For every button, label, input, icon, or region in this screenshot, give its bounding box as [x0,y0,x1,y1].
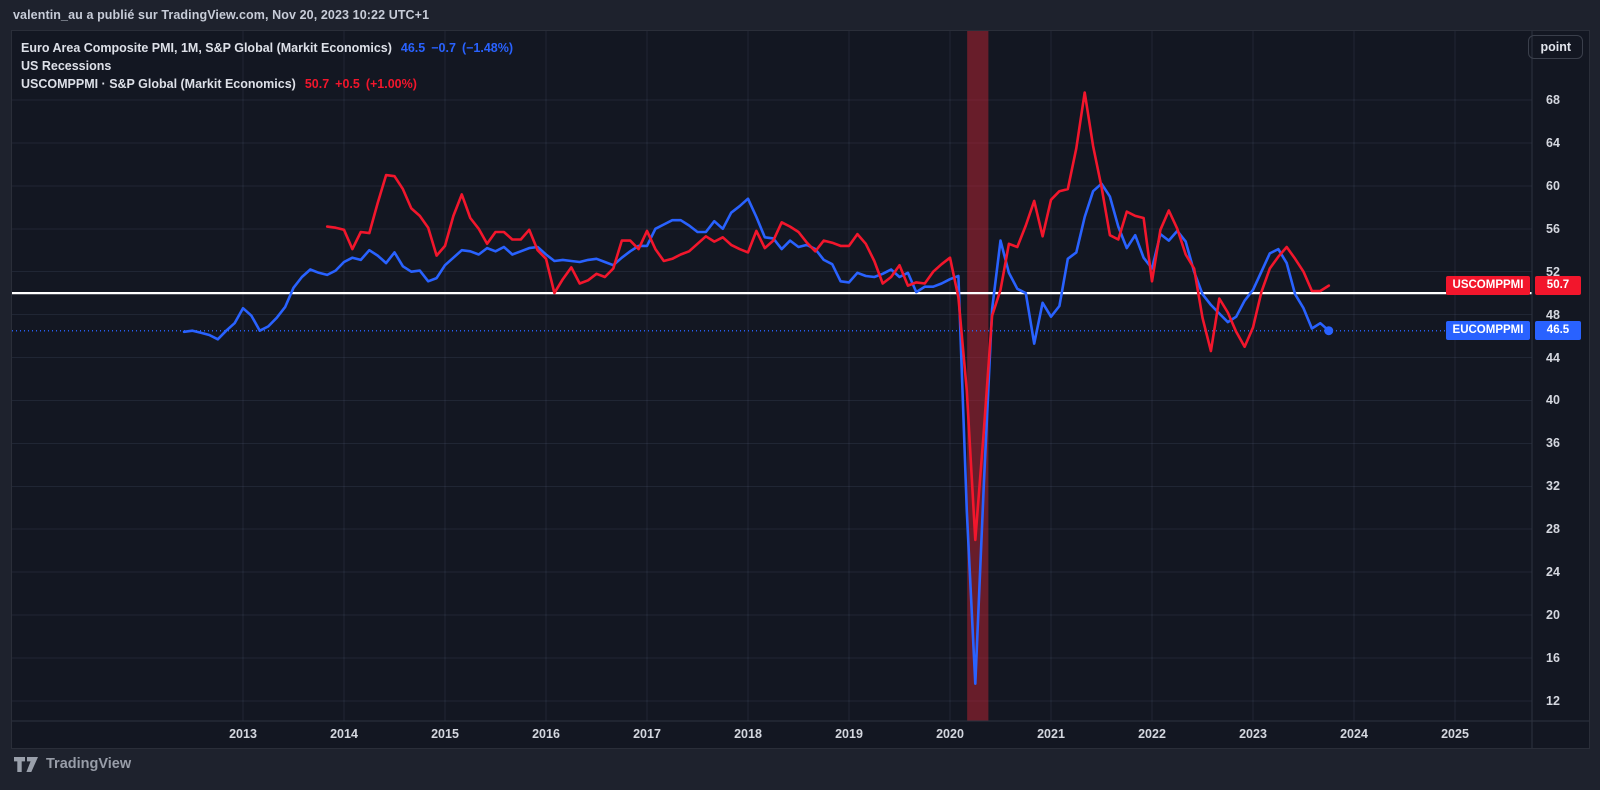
legend-eu-value: 46.5 [400,41,426,55]
share-header-text: valentin_au a publié sur TradingView.com… [13,8,430,22]
x-axis-tick: 2023 [1239,727,1267,741]
legend-eu-title: Euro Area Composite PMI, 1M, S&P Global … [21,41,392,55]
legend-us-change: +0.5 [335,77,360,91]
plot-area[interactable] [12,31,1589,748]
tradingview-logo-icon[interactable] [13,756,39,773]
eu-series-label: EUCOMPPMI [1446,321,1530,341]
legend-us-change-pct: (+1.00%) [365,77,417,91]
x-axis-tick: 2025 [1441,727,1469,741]
x-axis-tick: 2019 [835,727,863,741]
x-axis-tick: 2024 [1340,727,1368,741]
legend: Euro Area Composite PMI, 1M, S&P Global … [21,39,513,93]
legend-eu-change: −0.7 [431,41,456,55]
x-axis-tick: 2013 [229,727,257,741]
eu-price-tag: 46.5 [1535,321,1581,341]
share-header: valentin_au a publié sur TradingView.com… [0,0,1600,30]
x-axis-tick: 2016 [532,727,560,741]
unit-point-button[interactable]: point [1528,35,1583,59]
legend-us-value: 50.7 [304,77,330,91]
x-axis-tick: 2014 [330,727,358,741]
time-axis[interactable]: 2013 2014 2015 2016 2017 2018 2019 2020 2021 2022… [12,721,1532,749]
x-axis-tick: 2018 [734,727,762,741]
legend-row-eu[interactable]: Euro Area Composite PMI, 1M, S&P Global … [21,39,513,57]
chart-container: Euro Area Composite PMI, 1M, S&P Global … [11,30,1590,749]
us-series-label: USCOMPPMI [1446,276,1530,296]
legend-eu-change-pct: (−1.48%) [461,41,514,55]
legend-row-recessions[interactable]: US Recessions [21,57,513,75]
tradingview-wordmark[interactable]: TradingView [46,756,132,772]
legend-recessions-title: US Recessions [21,59,112,73]
x-axis-tick: 2022 [1138,727,1166,741]
x-axis-tick: 2020 [936,727,964,741]
x-axis-tick: 2021 [1037,727,1065,741]
x-axis-tick: 2017 [633,727,661,741]
footer: TradingView [13,752,131,776]
x-axis-tick: 2015 [431,727,459,741]
legend-row-us[interactable]: USCOMPPMI · S&P Global (Markit Economics… [21,75,513,93]
legend-us-title: USCOMPPMI · S&P Global (Markit Economics… [21,77,296,91]
us-price-tag: 50.7 [1535,276,1581,296]
